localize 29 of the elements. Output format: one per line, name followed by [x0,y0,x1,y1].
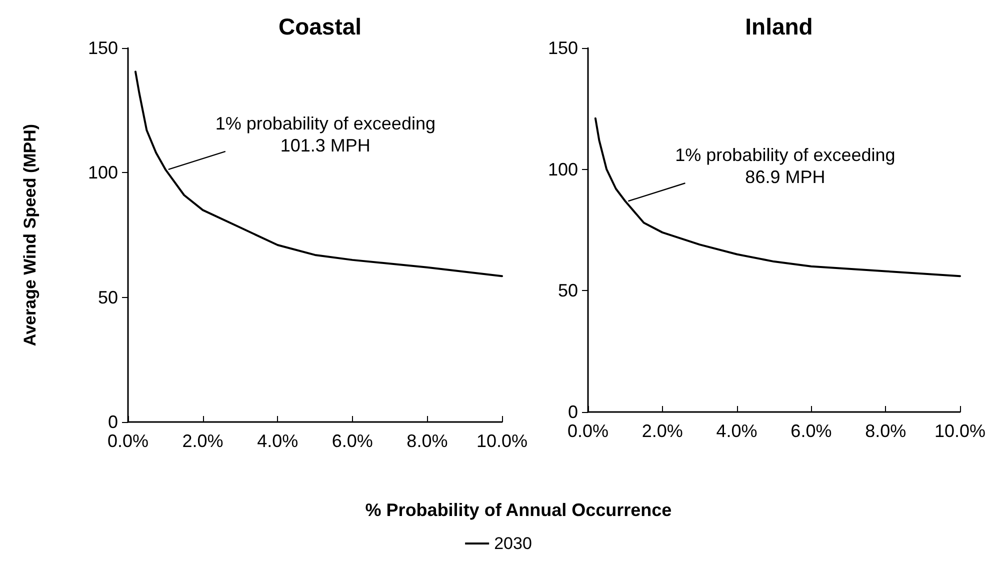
x-tick-label: 0.0% [107,431,149,451]
annotation: 1% probability of exceeding 101.3 MPH [215,113,436,156]
y-tick-label: 50 [558,280,578,301]
x-tick-label: 4.0% [716,421,758,441]
x-axis-title: % Probability of Annual Occurrence [365,500,672,520]
x-tick-label: 0.0% [567,421,609,441]
x-tick-label: 4.0% [257,431,298,451]
y-tick-label: 150 [88,38,118,58]
y-tick-label: 150 [548,38,578,58]
y-tick-label: 50 [98,287,118,308]
legend-label: 2030 [494,534,532,553]
x-tick-label: 10.0% [934,421,986,441]
line-series [594,117,961,278]
x-tick-label: 6.0% [790,421,832,441]
y-tick-label: 0 [568,402,578,422]
y-tick-label: 100 [88,162,118,183]
x-tick-label: 8.0% [406,431,448,451]
x-tick-label: 8.0% [865,421,906,441]
chart-title: Inland [745,14,813,40]
y-axis-title: Average Wind Speed (MPH) [20,124,40,346]
y-tick-label: 100 [548,159,578,180]
chart-title: Coastal [278,14,362,40]
line-series [134,70,503,278]
annotation: 1% probability of exceeding 86.9 MPH [675,145,896,188]
x-tick-label: 2.0% [182,431,224,451]
x-tick-label: 6.0% [332,431,373,451]
x-tick-label: 2.0% [642,421,683,441]
y-tick-label: 0 [108,412,118,432]
x-tick-label: 10.0% [476,431,528,451]
